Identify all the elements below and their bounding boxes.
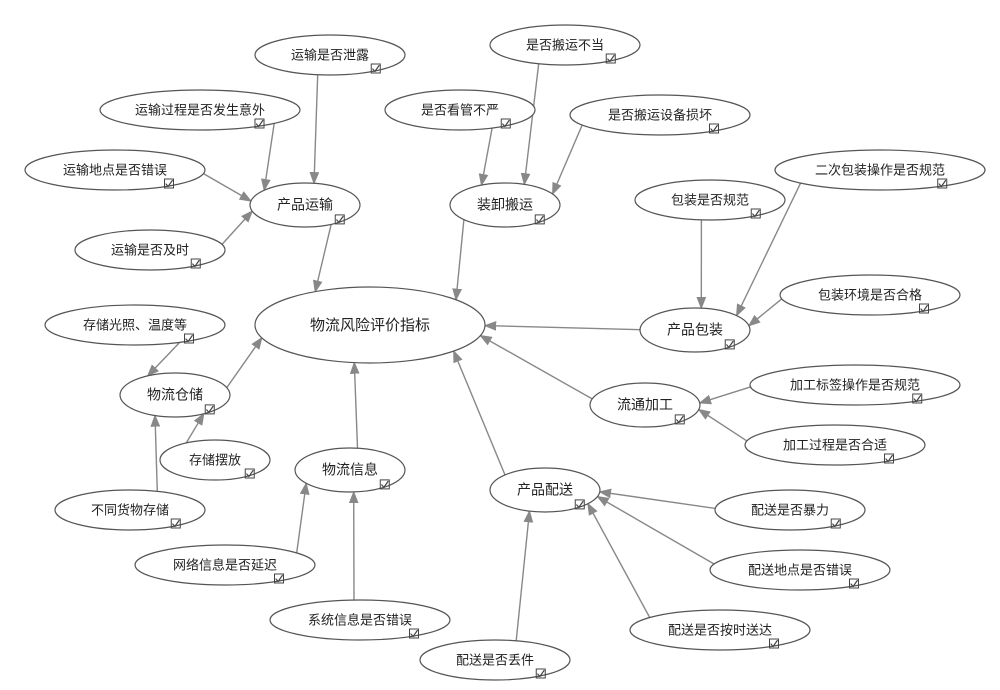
node-label: 加工过程是否合适 — [783, 437, 887, 452]
node-h_equipdmg: 是否搬运设备损坏 — [570, 95, 750, 135]
node-p_2nd: 二次包装操作是否规范 — [775, 150, 985, 190]
edge — [297, 483, 307, 553]
node-label: 配送地点是否错误 — [748, 562, 852, 577]
node-t_wrongloc: 运输地点是否错误 — [25, 150, 205, 190]
node-d_violent: 配送是否暴力 — [715, 490, 865, 530]
node-d_lost: 配送是否丢件 — [420, 640, 570, 680]
edge — [204, 174, 251, 201]
node-d_ontime: 配送是否按时送达 — [630, 610, 810, 650]
node-label: 物流信息 — [322, 462, 378, 478]
edge — [227, 338, 262, 388]
edge — [186, 414, 204, 443]
node-label: 系统信息是否错误 — [308, 612, 412, 627]
node-label: 配送是否丢件 — [456, 652, 534, 667]
node-t_ontime: 运输是否及时 — [75, 230, 225, 270]
node-i_syserr: 系统信息是否错误 — [270, 600, 450, 640]
node-info: 物流信息 — [295, 448, 405, 492]
node-t_leak: 运输是否泄露 — [255, 35, 405, 75]
edge — [264, 123, 274, 190]
node-label: 流通加工 — [617, 397, 673, 413]
node-label: 产品配送 — [517, 482, 573, 498]
nodes-layer: 物流风险评价指标 产品运输 装卸搬运产品包装流通加工产品配送 物流信息 物流仓储 运输是否… — [25, 25, 985, 680]
node-t_accident: 运输过程是否发生意外 — [100, 90, 300, 130]
node-delivery: 产品配送 — [490, 468, 600, 512]
node-label: 二次包装操作是否规范 — [815, 162, 945, 177]
node-h_improper: 是否搬运不当 — [490, 25, 640, 65]
node-label: 运输过程是否发生意外 — [135, 102, 265, 117]
node-label: 物流仓储 — [147, 387, 203, 403]
node-transport: 产品运输 — [250, 183, 360, 227]
node-label: 存储摆放 — [189, 452, 241, 467]
node-packaging: 产品包装 — [640, 308, 750, 352]
edge — [315, 224, 331, 291]
node-label: 不同货物存储 — [91, 502, 169, 517]
node-p_env: 包装环境是否合格 — [780, 275, 960, 315]
node-label: 配送是否按时送达 — [668, 622, 772, 637]
node-storage: 物流仓储 — [120, 373, 230, 417]
node-pr_proc: 加工过程是否合适 — [745, 425, 925, 465]
edge — [314, 75, 318, 184]
node-label: 是否搬运设备损坏 — [608, 107, 712, 122]
node-p_std: 包装是否规范 — [635, 180, 785, 220]
edge — [454, 351, 505, 475]
node-label: 是否搬运不当 — [526, 37, 604, 52]
node-label: 物流风险评价指标 — [310, 317, 430, 334]
edge — [354, 363, 357, 449]
node-label: 运输地点是否错误 — [63, 162, 167, 177]
edge — [553, 125, 583, 194]
edge — [524, 64, 538, 185]
node-label: 加工标签操作是否规范 — [790, 377, 920, 392]
edge — [155, 416, 157, 492]
node-label: 运输是否泄露 — [291, 47, 369, 62]
node-label: 包装环境是否合格 — [818, 287, 922, 302]
edge — [700, 387, 751, 403]
node-d_wrong: 配送地点是否错误 — [710, 550, 890, 590]
edge — [485, 326, 640, 330]
node-i_neterr: 网络信息是否延迟 — [135, 545, 315, 585]
node-label: 装卸搬运 — [477, 197, 533, 213]
edge — [456, 220, 464, 300]
edge — [480, 336, 592, 399]
node-processing: 流通加工 — [590, 383, 700, 427]
node-label: 存储光照、温度等 — [83, 317, 187, 332]
node-handling: 装卸搬运 — [450, 183, 560, 227]
node-center: 物流风险评价指标 — [255, 287, 485, 363]
node-s_light: 存储光照、温度等 — [45, 305, 225, 345]
node-h_careless: 是否看管不严 — [385, 90, 535, 130]
edge — [749, 299, 782, 326]
network-diagram: 物流风险评价指标 产品运输 装卸搬运产品包装流通加工产品配送 物流信息 物流仓储 运输是否… — [0, 0, 1000, 690]
node-label: 产品包装 — [667, 322, 723, 338]
node-label: 网络信息是否延迟 — [173, 557, 277, 572]
node-label: 运输是否及时 — [111, 242, 189, 257]
node-s_diff: 不同货物存储 — [55, 490, 205, 530]
edge — [516, 511, 529, 641]
edge — [600, 492, 715, 509]
edge — [699, 410, 747, 441]
edge — [148, 342, 180, 376]
node-label: 包装是否规范 — [671, 192, 749, 207]
node-label: 是否看管不严 — [421, 102, 499, 117]
node-pr_label: 加工标签操作是否规范 — [750, 365, 960, 405]
node-label: 产品运输 — [277, 197, 333, 213]
edge — [482, 128, 493, 185]
node-s_place: 存储摆放 — [160, 440, 270, 480]
edge — [222, 211, 252, 244]
node-label: 配送是否暴力 — [751, 502, 829, 517]
